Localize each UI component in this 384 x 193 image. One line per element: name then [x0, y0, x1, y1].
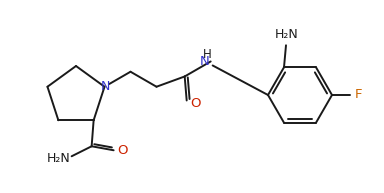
Text: H₂N: H₂N	[275, 28, 299, 41]
Text: N: N	[101, 80, 110, 93]
Text: O: O	[118, 144, 128, 157]
Text: O: O	[190, 97, 201, 110]
Text: F: F	[355, 89, 363, 102]
Text: H₂N: H₂N	[47, 152, 71, 165]
Text: N: N	[200, 55, 210, 68]
Text: H: H	[203, 48, 212, 61]
